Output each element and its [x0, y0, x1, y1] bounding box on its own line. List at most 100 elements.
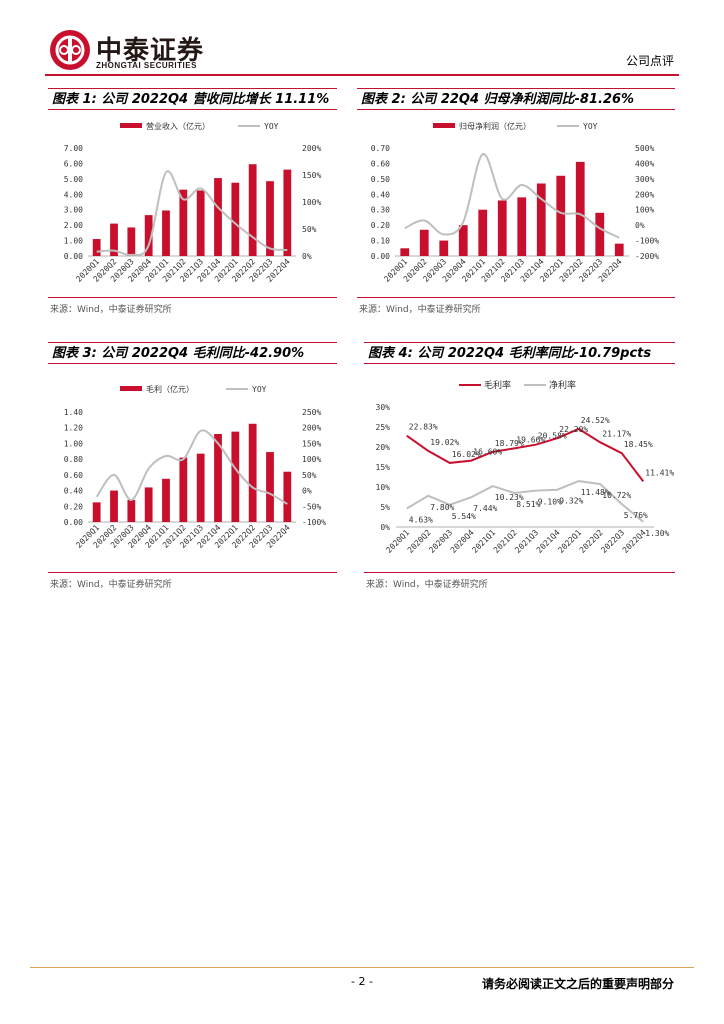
chart3-bar	[231, 431, 240, 522]
chart3-yleft-tick: 0.40	[64, 487, 83, 496]
chart2-bar	[556, 175, 566, 256]
chart2-bar	[419, 229, 429, 256]
chart3-yright-tick: 150%	[302, 439, 321, 448]
chart2-yleft-tick: 0.50	[371, 175, 390, 184]
chart4-net-data-label: 5.76%	[624, 511, 648, 520]
logo-emblem-icon	[50, 30, 90, 70]
chart4-net-data-label: 4.63%	[409, 515, 433, 524]
chart2-yleft-tick: 0.60	[371, 159, 390, 168]
chart1-yleft-tick: 3.00	[64, 206, 83, 215]
chart1-yright-tick: 100%	[302, 198, 321, 207]
chart4-net-data-label: 11.48%	[581, 488, 610, 497]
chart4-gross-data-label: 24.52%	[581, 416, 610, 425]
header-divider	[45, 74, 679, 76]
chart1-yright-tick: 0%	[302, 252, 312, 261]
chart3-yleft-tick: 0.00	[64, 518, 83, 527]
chart3-legend-bar-label: 毛利（亿元）	[146, 384, 194, 394]
chart4-gross-margin-line	[406, 427, 645, 482]
chart4-x-tick: 2022Q4	[621, 528, 648, 555]
chart1-legend-line-label: YOY	[264, 122, 279, 131]
chart2-bar	[575, 161, 585, 256]
chart3-source-rule	[48, 572, 337, 573]
chart3-bar	[92, 502, 101, 522]
chart4-gross-data-label: 16.02%	[452, 450, 481, 459]
chart1-legend-bar-swatch	[120, 123, 142, 128]
chart3-bar	[179, 457, 188, 522]
chart4-margins: 毛利率 净利率 0% 5% 10% 15% 20% 25% 30% 22.83% 19.02% 16.…	[376, 379, 675, 555]
chart3-yleft-tick: 1.40	[64, 408, 83, 417]
chart1-bar	[127, 227, 136, 256]
chart4-gross-data-label: 18.45%	[624, 440, 653, 449]
chart2-bar	[439, 240, 449, 256]
chart2-bar	[614, 243, 624, 256]
chart4-net-data-label: 10.23%	[495, 493, 524, 502]
chart2-yright-tick: -200%	[635, 252, 659, 261]
chart4-gross-data-label: 11.41%	[645, 468, 674, 477]
page-number: - 2 -	[351, 975, 373, 988]
chart2-title: 图表 2: 公司 22Q4 归母净利润同比-81.26%	[357, 88, 675, 110]
chart1-bar	[266, 181, 274, 256]
chart4-y-tick: 0%	[380, 523, 390, 532]
chart4-y-tick: 25%	[376, 423, 391, 432]
chart3-bar	[266, 452, 274, 522]
chart4-net-data-label: 9.32%	[559, 497, 583, 506]
chart2-yleft-tick: 0.70	[371, 144, 390, 153]
chart2-yleft-tick: 0.10	[371, 237, 390, 246]
chart2-source: 来源：Wind，中泰证券研究所	[359, 305, 481, 315]
chart1-bar	[231, 182, 240, 256]
chart2-bar	[595, 212, 605, 256]
chart1-bar	[283, 169, 292, 256]
chart3-yleft-tick: 0.20	[64, 502, 83, 511]
chart3-yright-tick: 0%	[302, 487, 312, 496]
chart1-yleft-tick: 7.00	[64, 144, 83, 153]
chart3-bar	[127, 500, 136, 522]
chart4-gross-data-label: 22.83%	[409, 423, 438, 432]
chart1-bar	[179, 189, 188, 256]
chart2-bar	[478, 209, 488, 256]
chart2-yright-tick: 400%	[635, 159, 654, 168]
chart4-y-tick: 30%	[376, 403, 391, 412]
chart2-bar	[536, 183, 546, 256]
chart3-bar	[162, 478, 170, 522]
chart4-gross-data-label: 19.02%	[430, 438, 459, 447]
chart1-yleft-tick: 6.00	[64, 159, 83, 168]
chart4-net-data-label: 7.44%	[473, 504, 497, 513]
chart3-bar	[283, 471, 292, 522]
disclaimer-text: 请务必阅读正文之后的重要声明部分	[481, 977, 674, 991]
chart1-bar	[196, 190, 205, 256]
chart2-bar	[497, 200, 507, 256]
chart1-yleft-tick: 4.00	[64, 190, 83, 199]
chart4-gross-data-label: 22.20%	[559, 425, 588, 434]
chart3-yleft-tick: 0.80	[64, 455, 83, 464]
footer-divider	[30, 967, 694, 968]
chart4-net-data-label: 7.80%	[430, 503, 454, 512]
chart2-net-profit: 归母净利润（亿元） YOY 0.00 0.10 0.20 0.30 0.40 0.50 0.60…	[371, 121, 660, 284]
chart3-yright-tick: -50%	[302, 502, 321, 511]
company-logo: 中泰证券 ZHONGTAI SECURITIES	[50, 30, 220, 72]
chart2-yright-tick: 500%	[635, 144, 654, 153]
chart1-yleft-tick: 0.00	[64, 252, 83, 261]
chart3-bar	[248, 423, 257, 522]
chart2-bar	[517, 197, 527, 256]
chart4-net-data-label: 5.54%	[452, 512, 476, 521]
chart2-legend-line-label: YOY	[583, 122, 598, 131]
chart3-bar	[214, 434, 222, 522]
document-type: 公司点评	[625, 54, 674, 68]
chart2-yright-tick: 200%	[635, 190, 654, 199]
chart3-yleft-tick: 0.60	[64, 471, 83, 480]
chart4-source-rule	[364, 572, 675, 573]
chart3-bar	[110, 490, 118, 522]
chart3-legend-bar-swatch	[120, 386, 142, 391]
chart2-yright-tick: 300%	[635, 175, 654, 184]
chart3-bar	[144, 487, 153, 522]
chart4-net-margin-line	[406, 480, 644, 523]
chart4-gross-data-label: 19.66%	[516, 435, 545, 444]
chart3-yleft-tick: 1.20	[64, 424, 83, 433]
chart2-yleft-tick: 0.40	[371, 190, 390, 199]
chart3-source: 来源：Wind，中泰证券研究所	[50, 580, 172, 590]
chart2-yleft-tick: 0.20	[371, 221, 390, 230]
chart1-yright-tick: 150%	[302, 171, 321, 180]
chart4-net-data-label: 1.30%	[645, 529, 669, 538]
chart1-bar	[162, 210, 170, 256]
chart4-y-tick: 10%	[376, 483, 391, 492]
